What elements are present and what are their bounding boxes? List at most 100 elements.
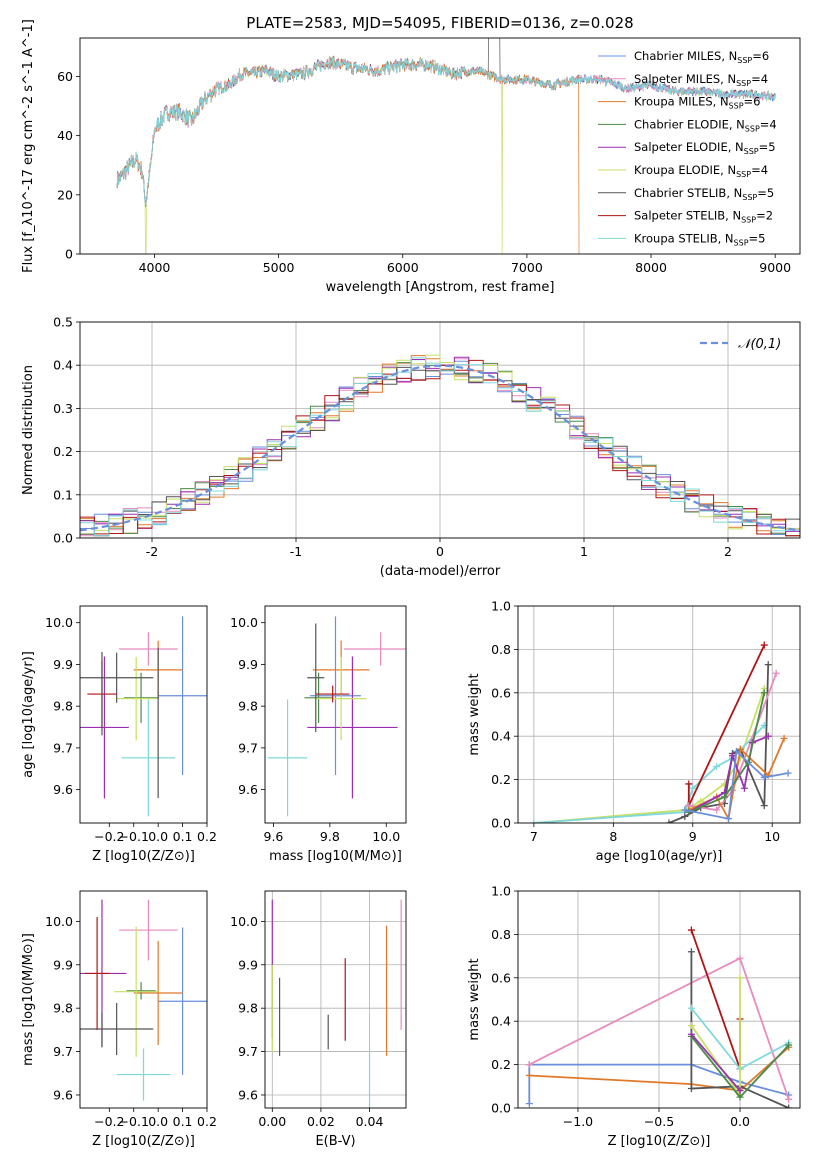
y-axis-label: mass weight bbox=[467, 673, 482, 755]
y-tick-label: 9.9 bbox=[53, 657, 73, 672]
weight-marker-yellow bbox=[687, 1022, 695, 1030]
legend-name: Kroupa MILES, N bbox=[634, 95, 729, 109]
x-tick-label: 7000 bbox=[511, 260, 543, 275]
mass_weight_vs_Z-plot-area bbox=[518, 891, 800, 1108]
spectrum-line-cyan bbox=[116, 56, 776, 206]
x-tick-label: −0.2 bbox=[94, 829, 124, 844]
weight-line-red bbox=[690, 929, 741, 1070]
legend-value: =4 bbox=[751, 163, 768, 177]
weight-marker-pink bbox=[525, 1061, 533, 1069]
x-tick-label: 0.0 bbox=[148, 1114, 168, 1129]
x-tick-label: 0.1 bbox=[173, 829, 193, 844]
x-tick-label: 0.2 bbox=[197, 1114, 217, 1129]
y-tick-label: 0.4 bbox=[53, 358, 73, 373]
x-tick-label: 9.8 bbox=[320, 829, 340, 844]
y-tick-label: 9.6 bbox=[53, 782, 73, 797]
x-tick-label: 7 bbox=[530, 829, 538, 844]
y-tick-label: 0.0 bbox=[491, 1101, 511, 1116]
weight-marker-dark bbox=[665, 819, 673, 823]
weight-marker-blue bbox=[784, 769, 792, 777]
y-tick-label: 9.6 bbox=[238, 782, 258, 797]
legend-value: =5 bbox=[749, 231, 766, 245]
weight-line-green bbox=[688, 692, 766, 813]
x-tick-label: 0.00 bbox=[258, 1114, 286, 1129]
weight-marker-blue bbox=[760, 773, 768, 781]
mass_weight_vs_age-panel: 7 8 9 10 0.0 0.2 0.4 0.6 0.8 1.0 age [log10(age/yr… bbox=[467, 599, 801, 864]
weight-marker-green bbox=[721, 793, 729, 801]
age_vs_mass-axes-frame bbox=[264, 605, 407, 824]
x-tick-label: 1 bbox=[580, 544, 588, 559]
y-tick-label: 10.0 bbox=[45, 615, 73, 630]
mass_vs_Z-plot-area bbox=[80, 899, 207, 1101]
mass_vs_ebv-plot-area bbox=[265, 891, 406, 1108]
legend-entry: Chabrier ELODIE, NSSP=4 bbox=[634, 117, 777, 133]
weight-marker-dark bbox=[785, 1104, 793, 1108]
x-tick-label: -2 bbox=[146, 544, 158, 559]
weight-marker-purple bbox=[764, 732, 772, 740]
weight-marker-pink bbox=[713, 806, 721, 814]
spectrum-line-orange bbox=[116, 56, 580, 254]
weight-marker-blue bbox=[725, 815, 733, 823]
legend-value: =6 bbox=[752, 49, 769, 63]
weight-marker-dark bbox=[764, 661, 772, 669]
x-tick-label: −0.5 bbox=[644, 1114, 674, 1129]
y-axis-label: age [log10(age/yr)] bbox=[21, 651, 36, 778]
y-tick-label: 0.2 bbox=[491, 772, 511, 787]
legend-name: Salpeter ELODIE, N bbox=[634, 140, 744, 154]
weight-marker-dark bbox=[681, 812, 689, 820]
weight-marker-orange bbox=[780, 734, 788, 742]
weight-marker-orange bbox=[525, 1071, 533, 1079]
y-tick-label: 10.0 bbox=[230, 615, 258, 630]
x-tick-label: 0.1 bbox=[173, 1114, 193, 1129]
weight-line-dark bbox=[668, 664, 770, 823]
weight-marker-green bbox=[785, 1041, 793, 1049]
weight-marker-purple bbox=[687, 1030, 695, 1038]
mass_vs_Z-axes-frame bbox=[79, 890, 208, 1109]
legend-name: Salpeter MILES, N bbox=[634, 72, 736, 86]
y-tick-label: 0.1 bbox=[53, 487, 73, 502]
x-tick-label: 0.02 bbox=[307, 1114, 335, 1129]
weight-marker-dark bbox=[687, 948, 695, 956]
weight-marker-blue bbox=[732, 747, 740, 755]
x-tick-label: 9000 bbox=[759, 260, 791, 275]
histogram-axes-frame bbox=[79, 321, 801, 539]
legend-subscript: SSP bbox=[744, 147, 759, 156]
legend-subscript: SSP bbox=[745, 124, 760, 133]
y-tick-label: 9.9 bbox=[238, 657, 258, 672]
x-tick-label: 4000 bbox=[139, 260, 171, 275]
legend-name: Salpeter STELIB, N bbox=[634, 209, 741, 223]
weight-line-yellow bbox=[690, 977, 741, 1098]
x-axis-label: E(B-V) bbox=[315, 1134, 355, 1149]
age_vs_mass-panel: 9.6 9.8 10.0 9.6 9.7 9.8 9.9 10.0 mass [log10(M/… bbox=[230, 605, 407, 864]
normal-reference-curve bbox=[80, 364, 800, 532]
x-tick-label: 10.0 bbox=[372, 829, 400, 844]
y-tick-label: 0.4 bbox=[491, 1014, 511, 1029]
legend-subscript: SSP bbox=[736, 170, 751, 179]
y-tick-label: 9.8 bbox=[53, 1001, 73, 1016]
legend-entry: Salpeter STELIB, NSSP=2 bbox=[634, 209, 773, 225]
x-axis-label: Z [log10(Z/Z⊙)] bbox=[92, 1134, 195, 1149]
legend-value: =5 bbox=[759, 140, 776, 154]
weight-marker-purple bbox=[740, 784, 748, 792]
x-axis-label: wavelength [Angstrom, rest frame] bbox=[326, 280, 555, 295]
figure-title: PLATE=2583, MJD=54095, FIBERID=0136, z=0… bbox=[246, 14, 633, 32]
weight-marker-pink bbox=[785, 1095, 793, 1103]
legend-value: =6 bbox=[744, 95, 761, 109]
legend-value: =2 bbox=[756, 209, 773, 223]
legend-entry-normal: 𝒩(0,1) bbox=[738, 337, 781, 352]
legend-entry: Kroupa STELIB, NSSP=5 bbox=[634, 231, 765, 247]
y-tick-label: 0.3 bbox=[53, 401, 73, 416]
legend-subscript: SSP bbox=[729, 102, 744, 111]
y-tick-label: 9.9 bbox=[238, 957, 258, 972]
weight-marker-purple bbox=[736, 1087, 744, 1095]
x-axis-label: Z [log10(Z/Z⊙)] bbox=[92, 849, 195, 864]
y-tick-label: 0.4 bbox=[491, 729, 511, 744]
histogram-panel: -2 -1 0 1 2 0.0 0.1 0.2 0.3 0.4 0.5 (data-model)/er… bbox=[21, 315, 801, 579]
mass_vs_ebv-panel: 0.00 0.02 0.04 9.6 9.7 9.8 9.9 10.0 E(B-V) bbox=[230, 890, 407, 1149]
age_vs_Z-plot-area bbox=[80, 616, 207, 817]
weight-marker-red bbox=[687, 926, 695, 934]
y-axis-label: mass [log10(M/M⊙)] bbox=[21, 933, 36, 1066]
y-tick-label: 9.7 bbox=[53, 740, 73, 755]
y-tick-label: 1.0 bbox=[491, 884, 511, 899]
